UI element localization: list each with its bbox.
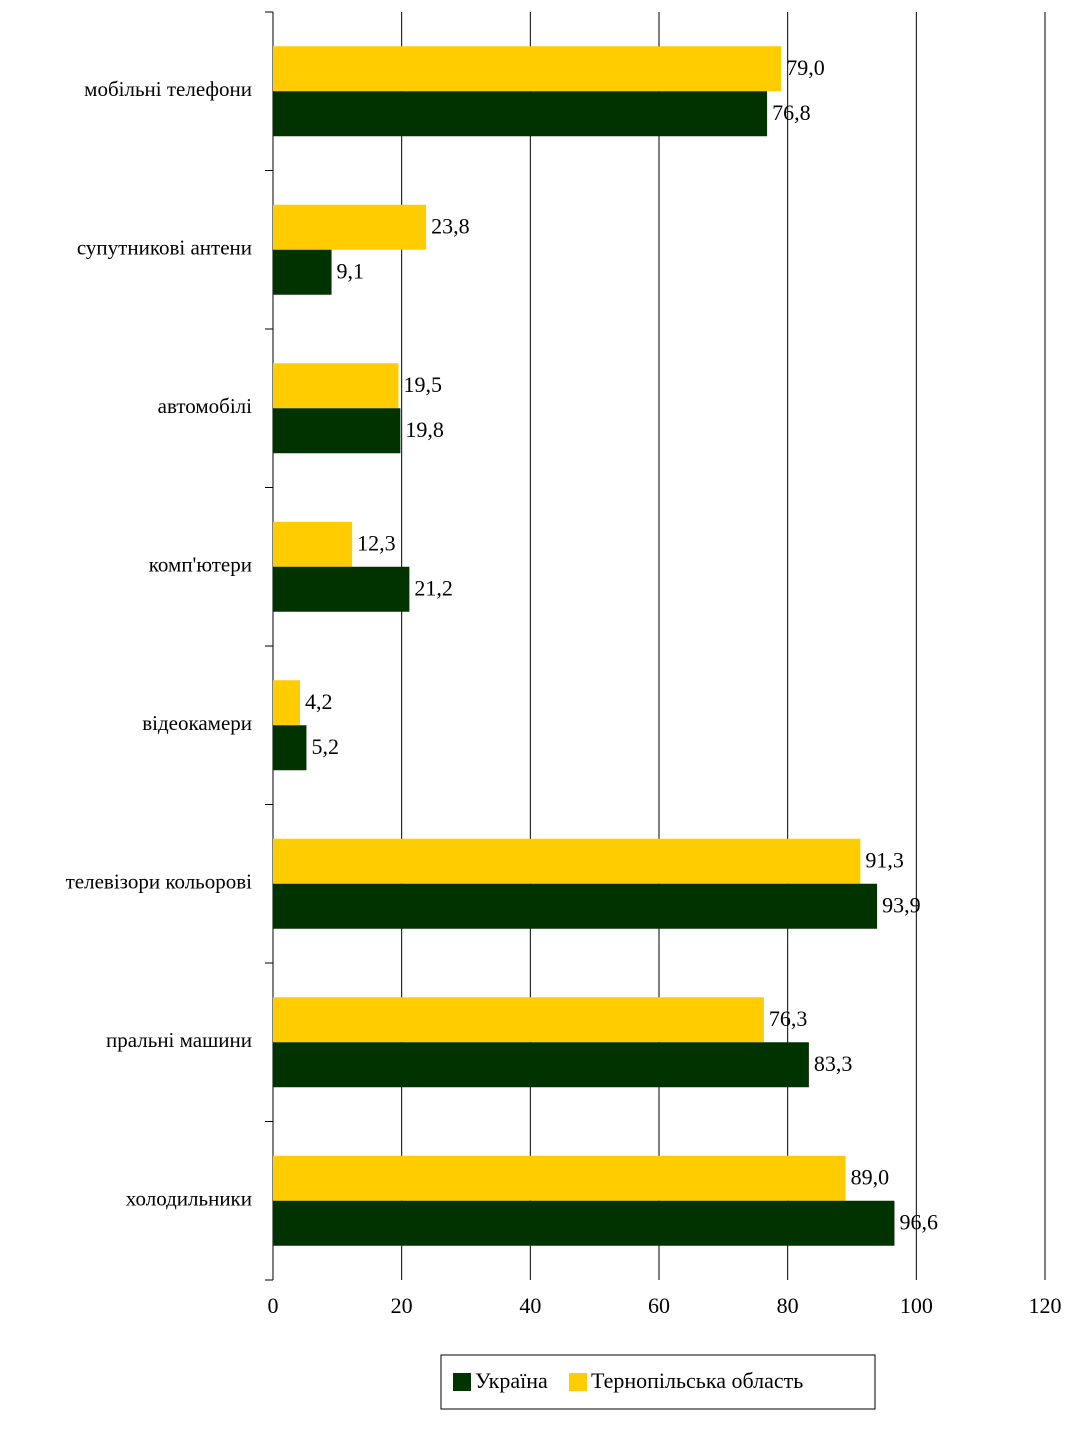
category-label: телевізори кольорові <box>66 870 253 894</box>
bars <box>273 46 895 1246</box>
bar-ternopil <box>273 680 301 726</box>
bar-ternopil <box>273 46 782 92</box>
data-label: 79,0 <box>786 55 825 80</box>
legend-box <box>440 1354 876 1410</box>
data-label: 23,8 <box>431 213 470 238</box>
bar-ukraine <box>273 883 878 929</box>
bar-ternopil <box>273 363 399 409</box>
data-label: 93,9 <box>882 892 921 917</box>
bar-ukraine <box>273 1042 809 1088</box>
legend-label: Україна <box>475 1368 548 1393</box>
data-label: 21,2 <box>414 575 453 600</box>
bar-ternopil <box>273 204 427 250</box>
bar-ukraine <box>273 249 332 295</box>
x-tick-label: 0 <box>268 1293 279 1318</box>
bar-ukraine <box>273 91 768 137</box>
x-tick-label: 80 <box>777 1293 799 1318</box>
x-tick-label: 40 <box>519 1293 541 1318</box>
grid-lines <box>401 12 1046 1280</box>
bar-ukraine <box>273 725 307 771</box>
bar-ukraine <box>273 1200 895 1246</box>
bar-ukraine <box>273 566 410 612</box>
category-label: комп'ютери <box>149 553 252 577</box>
category-label: холодильники <box>126 1187 252 1211</box>
data-label: 12,3 <box>357 530 396 555</box>
category-label: автомобілі <box>158 394 253 418</box>
category-label: пральні машини <box>106 1028 252 1052</box>
data-label: 19,8 <box>405 417 444 442</box>
legend-swatch <box>453 1373 471 1391</box>
data-label: 76,3 <box>769 1006 808 1031</box>
category-label: відеокамери <box>142 711 252 735</box>
category-label: мобільні телефони <box>84 77 252 101</box>
legend-swatch <box>569 1373 587 1391</box>
x-tick-label: 20 <box>391 1293 413 1318</box>
legend-label: Тернопільська область <box>591 1368 803 1393</box>
data-label: 89,0 <box>851 1164 890 1189</box>
bar-ternopil <box>273 521 353 567</box>
bar-ukraine <box>273 408 401 454</box>
x-tick-label: 100 <box>900 1293 933 1318</box>
data-label: 76,8 <box>772 100 811 125</box>
data-label: 9,1 <box>337 258 365 283</box>
labels: 0 20 40 60 80 100 120 79,0 76,8 мобільні телефони… <box>66 55 1062 1318</box>
bar-ternopil <box>273 838 861 884</box>
data-label: 4,2 <box>305 689 333 714</box>
x-tick-label: 120 <box>1029 1293 1062 1318</box>
category-label: супутникові антени <box>77 236 252 260</box>
bar-ternopil <box>273 997 764 1043</box>
axes <box>265 11 274 1281</box>
x-tick-label: 60 <box>648 1293 670 1318</box>
bar-ternopil <box>273 1155 846 1201</box>
data-label: 91,3 <box>865 847 904 872</box>
data-label: 83,3 <box>814 1051 853 1076</box>
data-label: 96,6 <box>899 1209 938 1234</box>
legend: Україна Тернопільська область <box>440 1354 876 1410</box>
data-label: 5,2 <box>311 734 339 759</box>
data-label: 19,5 <box>403 372 442 397</box>
